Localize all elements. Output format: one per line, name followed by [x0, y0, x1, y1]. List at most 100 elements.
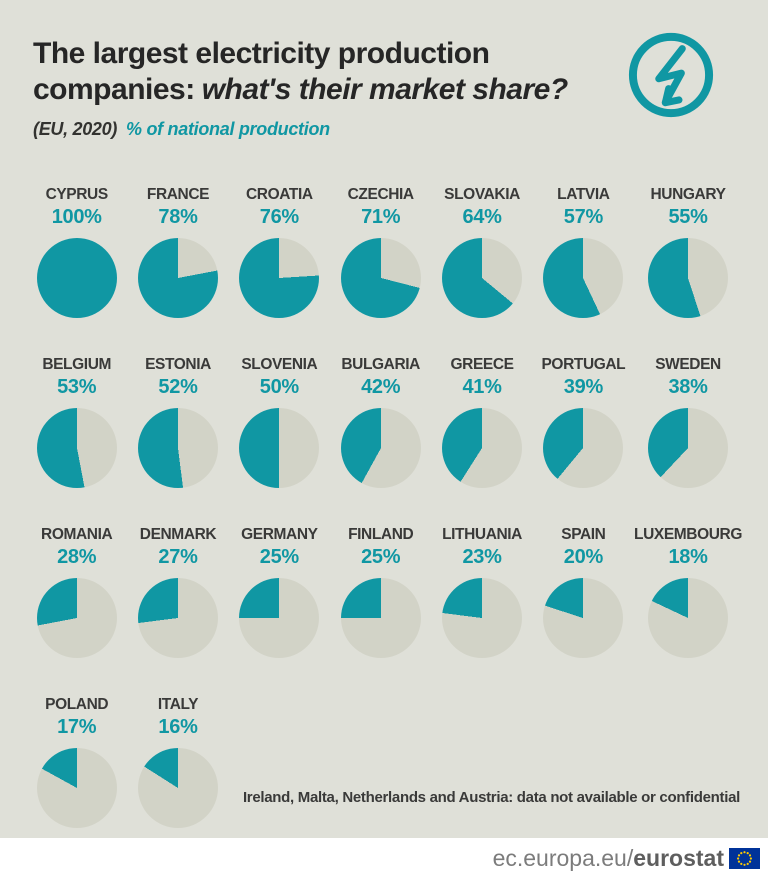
- pie-chart: [442, 578, 523, 658]
- footnote: Ireland, Malta, Netherlands and Austria:…: [242, 789, 740, 806]
- pie-cell-romania: ROMANIA 28%: [26, 525, 127, 658]
- country-label: SWEDEN: [655, 356, 721, 373]
- share-value: 23%: [462, 546, 502, 568]
- share-value: 53%: [57, 376, 97, 398]
- share-value: 71%: [361, 206, 401, 228]
- country-label: LUXEMBOURG: [634, 526, 742, 543]
- pie-chart: [442, 408, 523, 488]
- pie-cell-france: FRANCE 78%: [127, 185, 228, 318]
- country-label: CYPRUS: [45, 186, 109, 203]
- pie-cell-italy: ITALY 16%: [127, 695, 228, 828]
- country-label: LATVIA: [557, 186, 610, 203]
- pie-chart: [239, 578, 320, 658]
- pie-chart: [36, 238, 117, 318]
- pie-chart: [543, 578, 624, 658]
- pie-cell-estonia: ESTONIA 52%: [127, 355, 228, 488]
- pie-chart: [648, 238, 729, 318]
- title-line1: The largest electricity production: [33, 37, 490, 70]
- share-value: 17%: [57, 716, 97, 738]
- country-label: BELGIUM: [42, 356, 111, 373]
- country-label: LITHUANIA: [442, 526, 522, 543]
- footer-bar: ec.europa.eu/eurostat: [0, 838, 768, 879]
- pie-cell-greece: GREECE 41%: [431, 355, 532, 488]
- title-line2-plain: companies:: [33, 73, 195, 106]
- pie-grid: CYPRUS 100% FRANCE 78% CROATIA 76% CZECHIA 71% S…: [26, 185, 742, 828]
- pie-chart: [239, 408, 320, 488]
- country-label: ITALY: [157, 696, 199, 713]
- electricity-bolt-icon: [624, 27, 718, 123]
- pie-chart: [340, 408, 421, 488]
- country-label: HUNGARY: [650, 186, 726, 203]
- share-value: 100%: [51, 206, 102, 228]
- country-label: CROATIA: [246, 186, 313, 203]
- pie-cell-slovenia: SLOVENIA 50%: [229, 355, 330, 488]
- share-value: 50%: [259, 376, 299, 398]
- country-label: BULGARIA: [341, 356, 420, 373]
- country-label: FINLAND: [348, 526, 414, 543]
- share-value: 18%: [668, 546, 708, 568]
- share-value: 64%: [462, 206, 502, 228]
- pie-chart: [648, 578, 729, 658]
- pie-chart: [543, 408, 624, 488]
- page-title: The largest electricity production compa…: [33, 36, 613, 108]
- pie-chart: [340, 238, 421, 318]
- country-label: FRANCE: [146, 186, 210, 203]
- title-line2-italic: what's their market share?: [201, 73, 568, 106]
- pie-chart: [36, 748, 117, 828]
- pie-chart: [36, 578, 117, 658]
- pie-cell-portugal: PORTUGAL 39%: [533, 355, 634, 488]
- share-value: 39%: [563, 376, 603, 398]
- pie-cell-lithuania: LITHUANIA 23%: [431, 525, 532, 658]
- pie-chart: [543, 238, 624, 318]
- pie-cell-croatia: CROATIA 76%: [229, 185, 330, 318]
- eu-flag-icon: [729, 848, 760, 869]
- pie-chart: [648, 408, 729, 488]
- share-value: 42%: [361, 376, 401, 398]
- measure-label: % of national production: [126, 119, 330, 139]
- pie-cell-poland: POLAND 17%: [26, 695, 127, 828]
- pie-chart: [340, 578, 421, 658]
- pie-chart: [239, 238, 320, 318]
- share-value: 16%: [158, 716, 198, 738]
- share-value: 20%: [563, 546, 603, 568]
- header: The largest electricity production compa…: [0, 0, 768, 140]
- share-value: 25%: [259, 546, 299, 568]
- pie-cell-germany: GERMANY 25%: [229, 525, 330, 658]
- share-value: 55%: [668, 206, 708, 228]
- country-label: GREECE: [450, 356, 514, 373]
- country-label: POLAND: [45, 696, 109, 713]
- footer-url-prefix: ec.europa.eu/: [492, 845, 634, 871]
- share-value: 76%: [259, 206, 299, 228]
- pie-cell-belgium: BELGIUM 53%: [26, 355, 127, 488]
- scope-label: (EU, 2020): [33, 119, 118, 139]
- pie-cell-slovakia: SLOVAKIA 64%: [431, 185, 532, 318]
- pie-chart: [138, 408, 218, 488]
- share-value: 38%: [668, 376, 708, 398]
- pie-chart: [138, 578, 218, 658]
- share-value: 57%: [563, 206, 603, 228]
- eurostat-link[interactable]: ec.europa.eu/eurostat: [493, 845, 760, 872]
- share-value: 78%: [158, 206, 198, 228]
- country-label: DENMARK: [139, 526, 217, 543]
- share-value: 25%: [361, 546, 401, 568]
- pie-cell-spain: SPAIN 20%: [533, 525, 634, 658]
- footer-url-bold: eurostat: [633, 845, 724, 871]
- pie-cell-latvia: LATVIA 57%: [533, 185, 634, 318]
- share-value: 41%: [462, 376, 502, 398]
- country-label: PORTUGAL: [541, 356, 626, 373]
- pie-cell-czechia: CZECHIA 71%: [330, 185, 431, 318]
- pie-cell-bulgaria: BULGARIA 42%: [330, 355, 431, 488]
- country-label: SLOVENIA: [241, 356, 318, 373]
- pie-cell-finland: FINLAND 25%: [330, 525, 431, 658]
- country-label: GERMANY: [241, 526, 318, 543]
- share-value: 28%: [57, 546, 97, 568]
- pie-cell-denmark: DENMARK 27%: [127, 525, 228, 658]
- pie-cell-luxembourg: LUXEMBOURG 18%: [634, 525, 742, 658]
- subtitle: (EU, 2020) % of national production: [33, 119, 738, 140]
- country-label: SLOVAKIA: [444, 186, 520, 203]
- pie-cell-hungary: HUNGARY 55%: [634, 185, 742, 318]
- share-value: 52%: [158, 376, 198, 398]
- country-label: CZECHIA: [347, 186, 414, 203]
- pie-chart: [442, 238, 523, 318]
